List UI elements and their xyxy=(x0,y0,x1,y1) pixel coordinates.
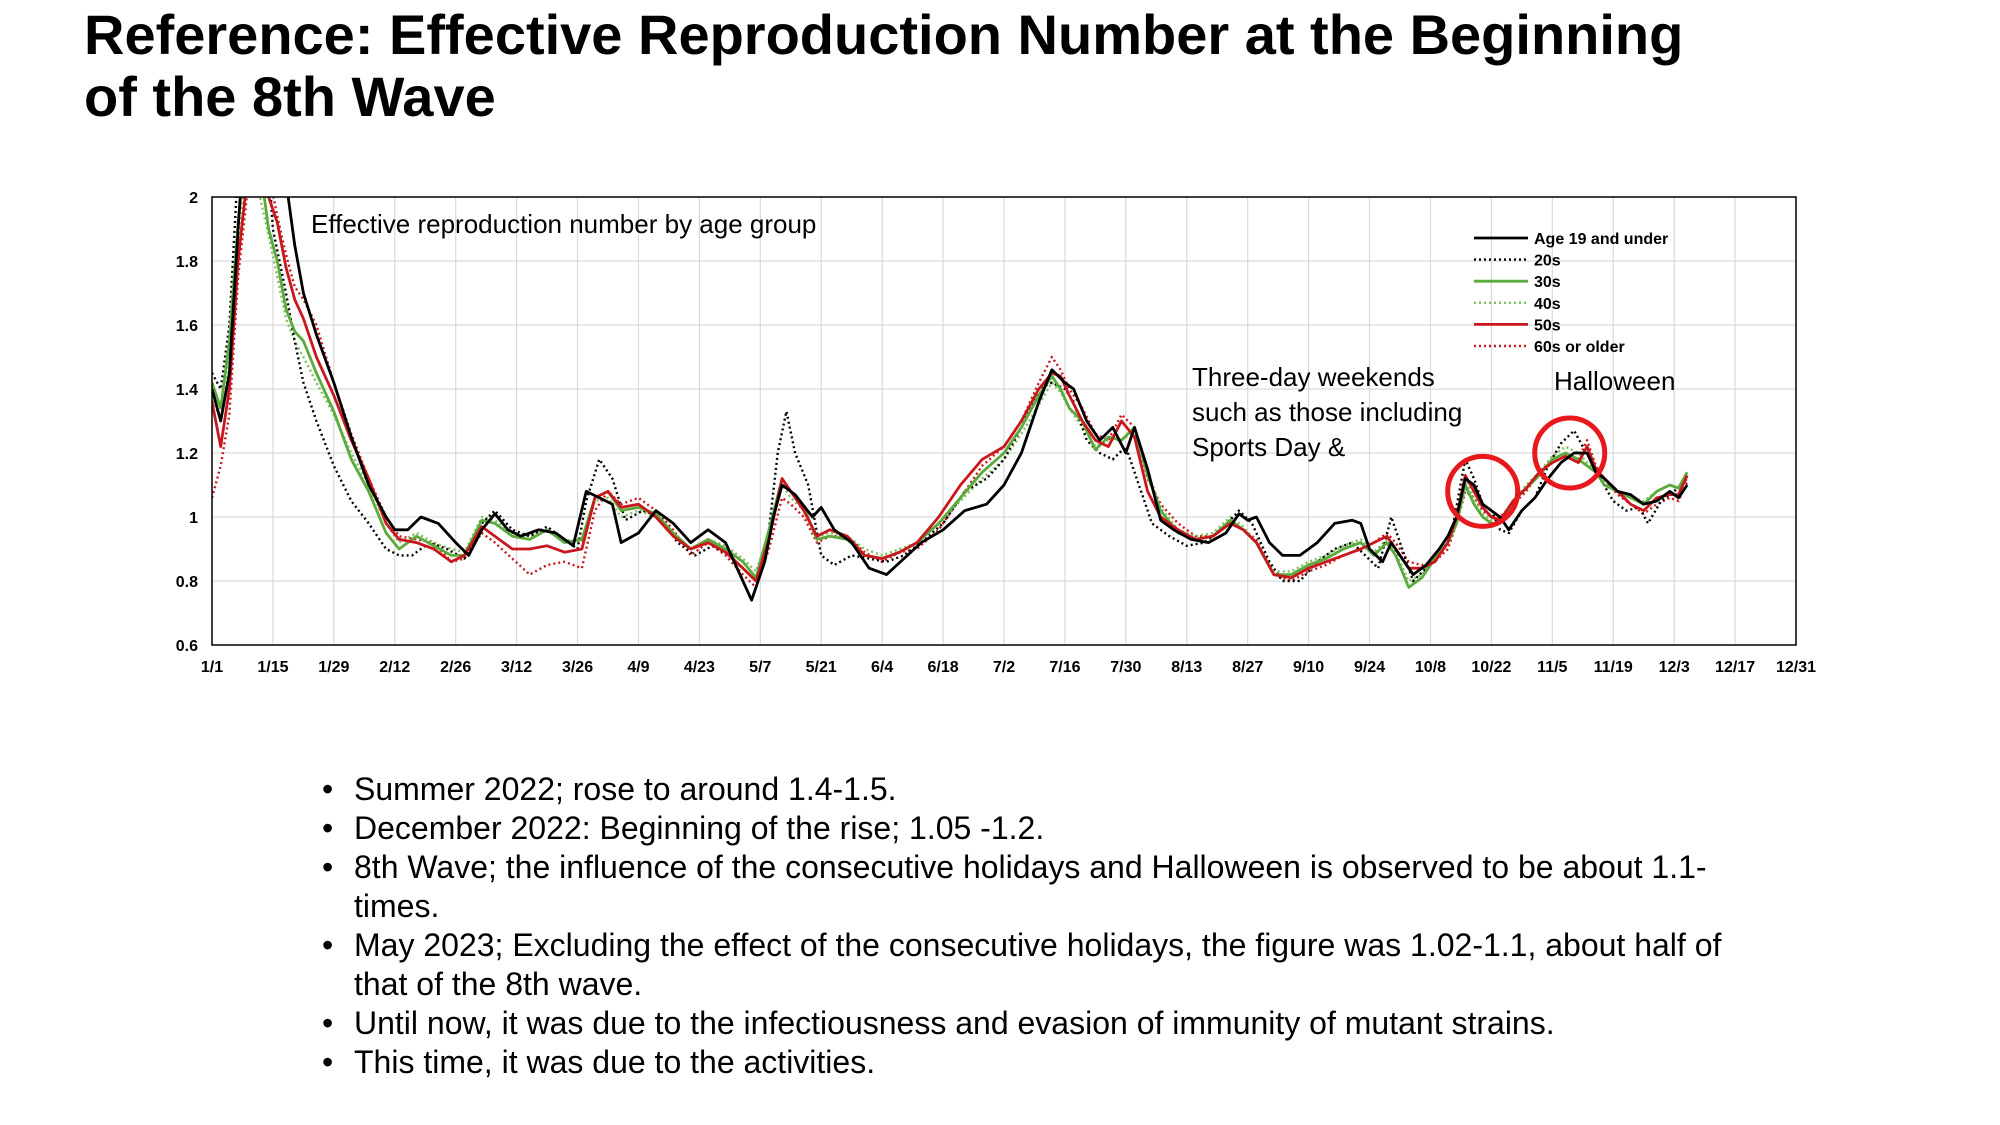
legend-label: 30s xyxy=(1534,274,1561,291)
legend-label: 40s xyxy=(1534,296,1561,313)
y-tick-label: 1.6 xyxy=(176,318,198,335)
x-tick-label: 7/30 xyxy=(1110,659,1141,676)
bullet-item: Until now, it was due to the infectiousn… xyxy=(320,1004,1760,1043)
y-tick-label: 1.8 xyxy=(176,254,198,271)
y-tick-label: 1 xyxy=(189,510,198,527)
x-axis-tick-labels: 1/1 1/15 1/29 2/12 2/26 3/12 3/26 4/9 4/23 5/7 5/2… xyxy=(201,659,1816,676)
x-tick-label: 1/1 xyxy=(201,659,223,676)
halloween-annotation: Halloween xyxy=(1554,366,1675,396)
holiday-annotation-line-3: Sports Day & xyxy=(1192,432,1345,462)
x-tick-label: 2/26 xyxy=(440,659,471,676)
y-tick-label: 0.8 xyxy=(176,574,198,591)
holiday-annotation-line-1: Three-day weekends xyxy=(1192,362,1435,392)
summary-bullets: Summer 2022; rose to around 1.4-1.5. Dec… xyxy=(320,770,1760,1082)
x-tick-label: 1/15 xyxy=(257,659,288,676)
bullet-item: May 2023; Excluding the effect of the co… xyxy=(320,926,1760,1004)
x-tick-label: 11/5 xyxy=(1537,659,1567,676)
x-tick-label: 4/9 xyxy=(627,659,649,676)
bullet-item: 8th Wave; the influence of the consecuti… xyxy=(320,848,1760,926)
x-tick-label: 5/7 xyxy=(749,659,771,676)
series-line xyxy=(212,197,1689,602)
chart-legend: Age 19 and under 20s 30s 40s 50s 60s or older xyxy=(1474,231,1668,356)
x-tick-label: 10/8 xyxy=(1415,659,1446,676)
series-line xyxy=(212,197,1689,589)
x-tick-label: 12/31 xyxy=(1776,659,1816,676)
plot-frame xyxy=(211,196,1797,646)
x-tick-label: 2/12 xyxy=(379,659,410,676)
holiday-highlight-circle xyxy=(1445,453,1521,529)
x-tick-label: 8/13 xyxy=(1171,659,1202,676)
legend-label: 50s xyxy=(1534,317,1561,334)
legend-label: 60s or older xyxy=(1534,339,1625,356)
x-tick-label: 11/19 xyxy=(1594,659,1633,676)
x-tick-label: 12/3 xyxy=(1659,659,1690,676)
x-tick-label: 4/23 xyxy=(684,659,715,676)
x-tick-label: 6/18 xyxy=(928,659,959,676)
x-tick-label: 3/12 xyxy=(501,659,532,676)
x-tick-label: 10/22 xyxy=(1471,659,1511,676)
slide-title-line-1: Reference: Effective Reproduction Number… xyxy=(84,3,1684,66)
bullet-item: December 2022: Beginning of the rise; 1.… xyxy=(320,809,1760,848)
x-tick-label: 9/10 xyxy=(1293,659,1324,676)
y-tick-label: 0.6 xyxy=(176,638,198,655)
bullet-item: This time, it was due to the activities. xyxy=(320,1043,1760,1082)
holiday-annotation-line-2: such as those including xyxy=(1192,397,1462,427)
x-tick-label: 1/29 xyxy=(318,659,349,676)
bullet-item: Summer 2022; rose to around 1.4-1.5. xyxy=(320,770,1760,809)
x-tick-label: 3/26 xyxy=(562,659,593,676)
halloween-highlight-circle xyxy=(1532,415,1608,491)
series-lines xyxy=(212,197,1689,602)
y-tick-label: 1.2 xyxy=(176,446,198,463)
x-tick-label: 5/21 xyxy=(806,659,837,676)
y-tick-label: 2 xyxy=(189,190,198,207)
y-axis-tick-labels: 0.6 0.8 1 1.2 1.4 1.6 1.8 2 xyxy=(176,190,198,655)
y-tick-label: 1.4 xyxy=(176,382,198,399)
chart-title: Effective reproduction number by age gro… xyxy=(311,209,816,239)
x-tick-label: 7/2 xyxy=(993,659,1015,676)
reproduction-number-chart: 0.6 0.8 1 1.2 1.4 1.6 1.8 2 1/1 1/15 1/29 2/12 2/26… xyxy=(176,190,1816,676)
legend-label: 20s xyxy=(1534,253,1561,270)
x-tick-label: 7/16 xyxy=(1049,659,1080,676)
legend-label: Age 19 and under xyxy=(1534,231,1668,248)
x-tick-label: 6/4 xyxy=(871,659,893,676)
slide-title: Reference: Effective Reproduction Number… xyxy=(84,4,1964,128)
holiday-annotation: Three-day weekends such as those includi… xyxy=(1192,362,1462,462)
x-tick-label: 9/24 xyxy=(1354,659,1385,676)
slide-title-line-2: of the 8th Wave xyxy=(84,65,496,128)
x-tick-label: 8/27 xyxy=(1232,659,1263,676)
series-line xyxy=(212,197,1689,583)
x-tick-label: 12/17 xyxy=(1715,659,1755,676)
